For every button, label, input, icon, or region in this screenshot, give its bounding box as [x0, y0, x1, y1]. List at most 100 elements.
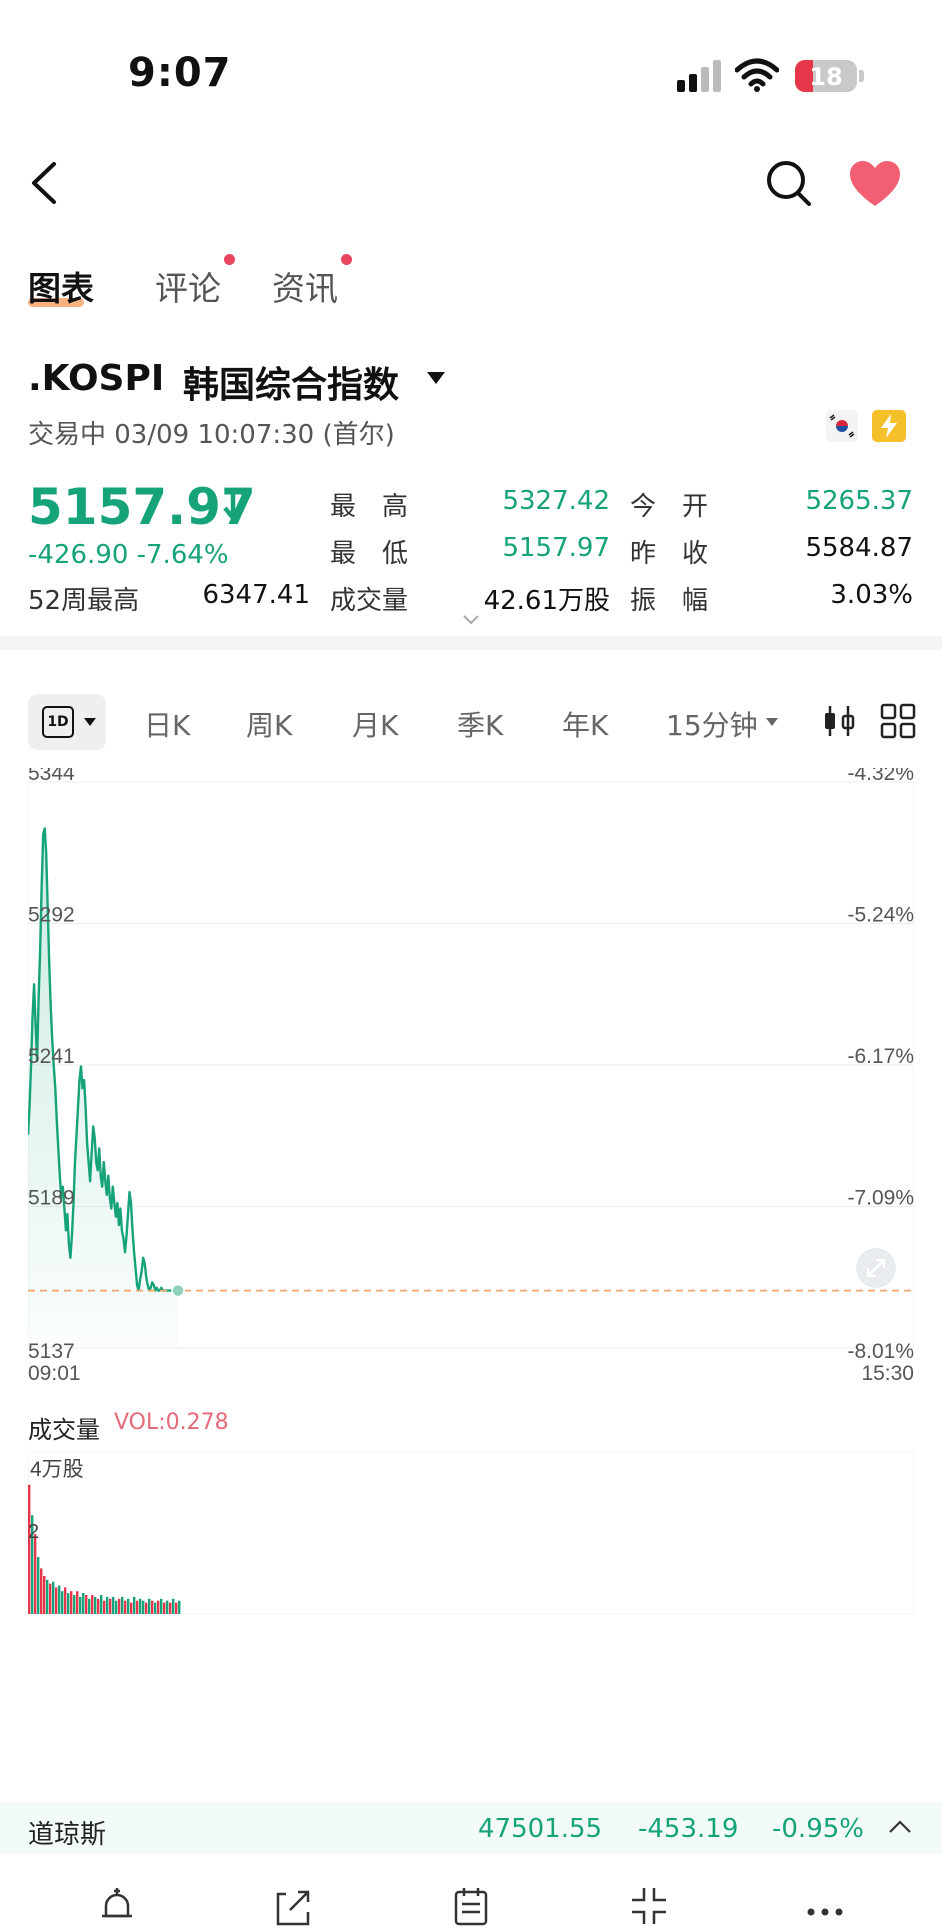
volume-axis-top: 4万股	[30, 1458, 84, 1481]
period-dropdown-caret-icon[interactable]	[84, 718, 96, 726]
battery-icon: 18	[795, 60, 857, 92]
volume-bar	[64, 1587, 67, 1614]
wifi-icon	[735, 58, 779, 92]
ticker-change: -453.19	[638, 1814, 739, 1844]
stat-value-low: 5157.97	[502, 533, 610, 563]
stat-value-open: 5265.37	[805, 486, 913, 516]
volume-bar	[118, 1598, 121, 1614]
stat-label-low: 最 低	[330, 539, 409, 569]
active-tab-indicator	[28, 298, 84, 307]
volume-bar	[145, 1602, 148, 1614]
y-tick-left: 5189	[28, 1187, 75, 1210]
y-tick-right: -4.32%	[847, 768, 914, 785]
volume-indicator-value[interactable]: VOL:0.278	[114, 1410, 229, 1435]
volume-bar	[160, 1598, 163, 1614]
ticker-value: 47501.55	[478, 1814, 603, 1844]
volume-bar	[139, 1598, 142, 1614]
section-separator	[0, 636, 942, 650]
volume-bar	[133, 1596, 136, 1614]
index-ticker-bar[interactable]	[0, 1802, 942, 1854]
down-arrow-icon	[223, 494, 243, 521]
more-options-icon[interactable]	[804, 1886, 846, 1926]
volume-bar	[163, 1602, 166, 1614]
comments-badge-dot	[224, 254, 235, 265]
volume-bar	[115, 1600, 118, 1614]
stock-name[interactable]: 韩国综合指数	[183, 365, 400, 406]
x-tick: 09:01	[28, 1362, 81, 1385]
favorite-heart-icon[interactable]	[848, 160, 902, 208]
period-tab-season-k[interactable]: 季K	[457, 709, 504, 742]
volume-bar	[178, 1600, 181, 1614]
share-icon[interactable]	[272, 1886, 314, 1926]
cellular-signal-icon	[677, 60, 721, 92]
back-arrow-icon[interactable]	[26, 160, 62, 206]
news-badge-dot	[341, 254, 352, 265]
period-tab-15min[interactable]: 15分钟	[666, 709, 758, 742]
stat-label-amplitude: 振 幅	[630, 586, 709, 616]
volume-bar	[52, 1581, 55, 1614]
volume-bar	[112, 1596, 115, 1614]
volume-bar	[73, 1595, 76, 1614]
period-tab-month-k[interactable]: 月K	[352, 709, 399, 742]
volume-bar	[100, 1595, 103, 1614]
volume-bar	[70, 1591, 73, 1614]
volume-bar	[124, 1600, 127, 1614]
volume-bar	[55, 1587, 58, 1614]
volume-bar	[136, 1600, 139, 1614]
volume-axis-mid: 2	[28, 1521, 39, 1543]
y-tick-left: 5344	[28, 768, 75, 785]
stat-label-high: 最 高	[330, 492, 409, 522]
layout-grid-icon[interactable]	[880, 702, 916, 740]
price-change-pct: -7.64%	[136, 540, 229, 570]
volume-bar	[151, 1600, 154, 1614]
candlestick-toggle-icon[interactable]	[822, 702, 856, 740]
expand-chevron-icon[interactable]	[462, 614, 480, 626]
ticker-name[interactable]: 道琼斯	[28, 1820, 107, 1850]
last-price: 5157.97	[28, 478, 256, 536]
period-tab-year-k[interactable]: 年K	[562, 709, 609, 742]
volume-bar	[85, 1595, 88, 1614]
volume-bar	[157, 1600, 160, 1614]
stat-label-volume: 成交量	[330, 586, 409, 616]
volume-bar	[127, 1598, 130, 1614]
price-line	[28, 827, 178, 1292]
lightning-icon[interactable]	[872, 410, 906, 442]
ticker-expand-chevron-icon[interactable]	[888, 1820, 912, 1834]
volume-bar	[121, 1596, 124, 1614]
volume-bar	[31, 1515, 34, 1614]
stat-value-high: 5327.42	[502, 486, 610, 516]
period-tab-week-k[interactable]: 周K	[246, 709, 293, 742]
y-tick-right: -8.01%	[847, 1340, 914, 1363]
tab-comments[interactable]: 评论	[155, 269, 221, 308]
volume-bar	[106, 1596, 109, 1614]
period-1d-icon[interactable]: 1D	[42, 706, 74, 738]
tab-news[interactable]: 资讯	[272, 269, 338, 308]
week52-value: 6347.41	[202, 580, 310, 610]
stat-value-volume: 42.61万股	[483, 586, 610, 616]
intraday-price-chart[interactable]: 5344 5292 5241 5189 5137 -4.32% -5.24% -6.17% -…	[28, 768, 914, 1448]
volume-chart[interactable]: 4万股 2	[28, 1452, 914, 1614]
status-time: 9:07	[128, 50, 232, 96]
volume-bar	[37, 1557, 40, 1614]
volume-section-label: 成交量	[28, 1416, 100, 1444]
volume-bar	[142, 1600, 145, 1614]
week52-label: 52周最高	[28, 586, 140, 616]
y-tick-left: 5292	[28, 904, 75, 927]
search-icon[interactable]	[765, 158, 813, 208]
tab-chart[interactable]: 图表	[28, 269, 94, 308]
volume-bar	[166, 1600, 169, 1614]
y-tick-left: 5137	[28, 1340, 75, 1363]
notes-icon[interactable]	[450, 1886, 492, 1926]
volume-bar	[34, 1534, 37, 1614]
compare-icon[interactable]	[628, 1886, 670, 1926]
price-alert-bell-icon[interactable]	[96, 1886, 138, 1926]
volume-bar	[61, 1591, 64, 1614]
volume-bar	[103, 1600, 106, 1614]
15min-dropdown-caret-icon[interactable]	[766, 718, 778, 726]
volume-bar	[76, 1591, 79, 1614]
period-tab-day-k[interactable]: 日K	[144, 709, 191, 742]
x-tick: 15:30	[861, 1362, 914, 1385]
volume-bar	[130, 1602, 133, 1614]
stock-switch-caret-icon[interactable]	[427, 372, 445, 384]
stat-label-open: 今 开	[630, 492, 709, 522]
